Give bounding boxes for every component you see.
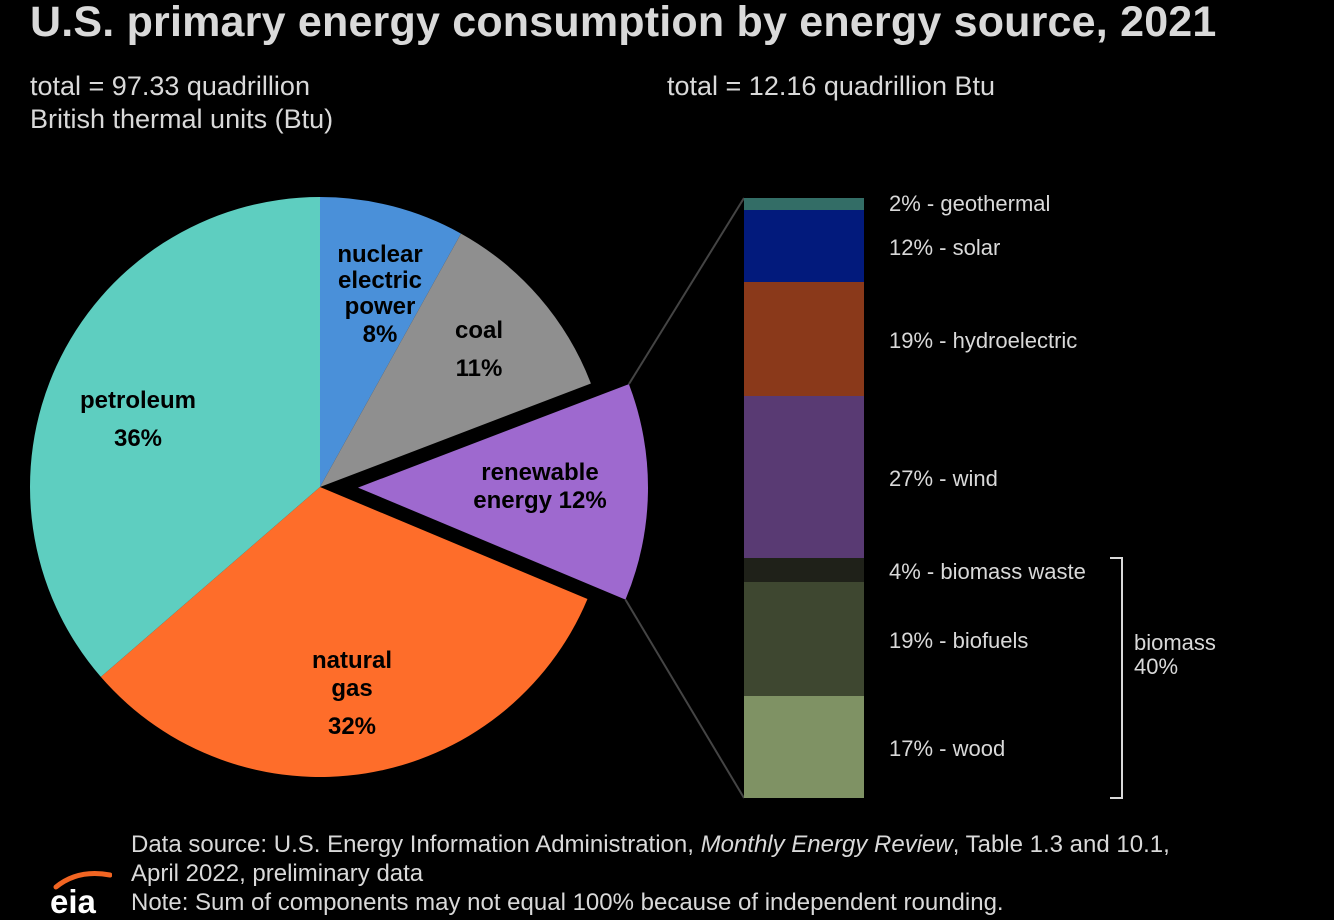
- bar-segment-biofuels: [744, 582, 864, 696]
- source-suffix: , Table 1.3 and 10.1,: [952, 831, 1170, 858]
- biomass-group-label: biomass: [1134, 630, 1216, 655]
- source-publication: Monthly Energy Review: [700, 831, 953, 858]
- pie-label-petroleum: petroleum 36%: [80, 387, 196, 452]
- pie-label-line: energy 12%: [473, 487, 606, 514]
- logo-text: eia: [50, 883, 97, 917]
- pie-label-natural: natural gas 32%: [312, 647, 392, 740]
- pie-label-line: coal: [455, 317, 503, 344]
- pie-label-line: petroleum: [80, 387, 196, 414]
- rounding-note: Note: Sum of components may not equal 10…: [131, 889, 1004, 916]
- pie-percent-label: 32%: [328, 713, 376, 740]
- pie-slice-nuclear: [320, 197, 461, 487]
- source-prefix: Data source: U.S. Energy Information Adm…: [131, 831, 701, 858]
- renewable-total-label: total = 12.16 quadrillion Btu: [667, 71, 995, 101]
- biomass-bracket: [1110, 557, 1123, 799]
- pie-percent-label: 8%: [363, 321, 398, 348]
- bar-label-hydroelectric: 19% - hydroelectric: [889, 328, 1077, 353]
- pie-slice-petroleum: [30, 197, 321, 677]
- pie-label-line: natural: [312, 647, 392, 674]
- eia-logo: eia: [50, 871, 112, 917]
- source-line: Data source: U.S. Energy Information Adm…: [131, 830, 1170, 859]
- pie-percent-label: 11%: [456, 355, 503, 382]
- bar-segment-wood: [744, 696, 864, 798]
- pie-label-renewable: renewable energy 12%: [473, 459, 606, 514]
- bar-segment-solar: [744, 210, 864, 282]
- bar-segment-geothermal: [744, 198, 864, 210]
- pie-label-line: power: [345, 293, 416, 320]
- chart-title: U.S. primary energy consumption by energ…: [30, 0, 1217, 46]
- pie-percent-label: 36%: [114, 425, 162, 452]
- bar-segment-biomass-waste: [744, 558, 864, 582]
- pie-label-coal: coal 11%: [455, 317, 503, 382]
- bar-label-biomass-waste: 4% - biomass waste: [889, 559, 1086, 584]
- pie-slice-natural: [100, 487, 588, 777]
- pie-label-line: renewable: [481, 459, 598, 486]
- pie-label-nuclear: nuclear electric power 8%: [337, 241, 422, 348]
- pie-slice-renewable: [357, 384, 648, 600]
- bar-label-biofuels: 19% - biofuels: [889, 628, 1028, 653]
- footer-notes: Data source: U.S. Energy Information Adm…: [131, 830, 1170, 917]
- bar-label-wind: 27% - wind: [889, 466, 998, 491]
- total-consumption-label: total = 97.33 quadrillion British therma…: [30, 70, 333, 136]
- bar-label-solar: 12% - solar: [889, 235, 1000, 260]
- pie-slice-coal: [320, 233, 591, 487]
- biomass-group-percent: 40%: [1134, 654, 1178, 679]
- pie-label-line: electric: [338, 267, 422, 294]
- connector-line-top: [628, 197, 745, 385]
- bar-segment-wind: [744, 396, 864, 558]
- pie-label-line: gas: [331, 675, 372, 702]
- pie-label-line: nuclear: [337, 241, 422, 268]
- bar-segment-hydroelectric: [744, 282, 864, 396]
- bar-label-geothermal: 2% - geothermal: [889, 191, 1050, 216]
- total-consumption-line1: total = 97.33 quadrillion: [30, 71, 310, 101]
- connector-line-bottom: [624, 599, 745, 799]
- total-consumption-line2: British thermal units (Btu): [30, 104, 334, 134]
- bar-label-wood: 17% - wood: [889, 736, 1005, 761]
- source-line-2: April 2022, preliminary data: [131, 860, 424, 887]
